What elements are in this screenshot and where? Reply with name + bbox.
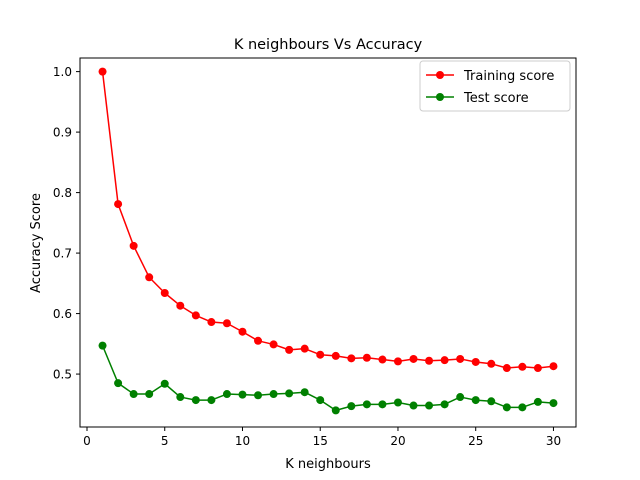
y-tick-label: 0.7 xyxy=(53,247,72,261)
data-point-training xyxy=(129,241,138,250)
y-axis-ticks: 0.5 0.6 0.7 0.8 0.9 1.0 xyxy=(53,65,80,382)
y-tick-label: 0.5 xyxy=(53,368,72,382)
data-point-test xyxy=(393,398,402,407)
data-point-test xyxy=(518,403,527,412)
chart-title: K neighbours Vs Accuracy xyxy=(234,37,423,53)
data-point-training xyxy=(238,327,247,336)
y-tick-label: 0.9 xyxy=(53,126,72,140)
data-point-test xyxy=(471,396,480,405)
data-point-training xyxy=(316,350,325,359)
data-point-test xyxy=(300,388,309,397)
data-point-test xyxy=(160,379,169,388)
data-point-test xyxy=(533,397,542,406)
data-point-test xyxy=(207,396,216,405)
data-point-training xyxy=(393,357,402,366)
x-tick-label: 30 xyxy=(546,434,561,448)
data-point-training xyxy=(456,354,465,363)
data-point-training xyxy=(300,344,309,353)
data-point-test xyxy=(129,390,138,399)
data-point-training xyxy=(487,359,496,368)
data-point-test xyxy=(191,396,200,405)
x-tick-label: 20 xyxy=(390,434,405,448)
data-point-training xyxy=(425,356,434,365)
x-axis-ticks: 0 5 10 15 20 25 30 xyxy=(83,427,561,448)
data-point-training xyxy=(176,301,185,310)
x-tick-label: 25 xyxy=(468,434,483,448)
data-point-test xyxy=(145,390,154,399)
data-point-training xyxy=(440,356,449,365)
data-point-training xyxy=(533,364,542,373)
data-point-training xyxy=(114,200,123,209)
x-tick-label: 0 xyxy=(83,434,91,448)
data-point-test xyxy=(362,400,371,409)
data-point-test xyxy=(378,400,387,409)
data-point-test xyxy=(316,396,325,405)
data-point-test xyxy=(254,391,263,400)
x-tick-label: 15 xyxy=(313,434,328,448)
x-tick-label: 10 xyxy=(235,434,250,448)
data-point-test xyxy=(176,393,185,402)
data-point-training xyxy=(549,362,558,371)
y-tick-label: 1.0 xyxy=(53,65,72,79)
x-tick-label: 5 xyxy=(161,434,169,448)
data-point-training xyxy=(331,351,340,360)
data-point-test xyxy=(331,406,340,415)
axes-frame xyxy=(79,57,577,428)
legend-marker-training xyxy=(436,71,444,79)
data-point-training xyxy=(378,355,387,364)
data-point-training xyxy=(347,354,356,363)
data-point-test xyxy=(222,390,231,399)
data-point-test xyxy=(269,390,278,399)
plot-series xyxy=(98,67,558,415)
data-point-training xyxy=(285,345,294,354)
y-axis-label: Accuracy Score xyxy=(29,193,44,293)
legend-label-test: Test score xyxy=(463,91,529,106)
data-point-training xyxy=(269,340,278,349)
data-point-training xyxy=(222,319,231,328)
data-point-training xyxy=(191,311,200,320)
y-tick-label: 0.6 xyxy=(53,307,72,321)
data-point-training xyxy=(160,289,169,298)
data-point-training xyxy=(362,353,371,362)
data-point-training xyxy=(145,273,154,282)
data-point-test xyxy=(502,403,511,412)
data-point-test xyxy=(98,341,107,350)
data-point-test xyxy=(114,379,123,388)
data-point-training xyxy=(518,362,527,371)
x-axis-label: K neighbours xyxy=(285,457,371,472)
legend-label-training: Training score xyxy=(463,69,554,84)
y-tick-label: 0.8 xyxy=(53,186,72,200)
data-point-training xyxy=(98,67,107,76)
data-point-training xyxy=(409,354,418,363)
data-point-test xyxy=(425,401,434,410)
data-point-test xyxy=(409,401,418,410)
legend: Training score Test score xyxy=(419,60,571,112)
data-point-test xyxy=(456,393,465,402)
data-point-test xyxy=(238,390,247,399)
data-point-training xyxy=(502,364,511,373)
data-point-test xyxy=(285,389,294,398)
data-point-training xyxy=(471,357,480,366)
data-point-test xyxy=(347,402,356,411)
data-point-training xyxy=(207,318,216,327)
data-point-test xyxy=(549,399,558,408)
legend-marker-test xyxy=(436,93,444,101)
data-point-test xyxy=(440,400,449,409)
data-point-test xyxy=(487,397,496,406)
data-point-training xyxy=(254,336,263,345)
legend-box xyxy=(419,60,571,112)
